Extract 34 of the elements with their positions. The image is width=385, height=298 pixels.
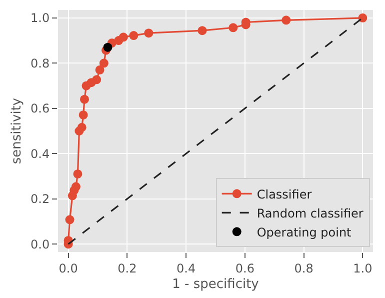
y-tick-label: 0.4 [30, 146, 50, 161]
point [129, 31, 138, 40]
point [92, 75, 102, 84]
point [71, 182, 80, 192]
x-tick-label: 0.6 [235, 261, 254, 276]
x-axis-title: 1 - specificity [172, 277, 260, 292]
point [99, 58, 108, 68]
point [228, 23, 238, 32]
point [282, 16, 291, 25]
legend-label: Operating point [256, 225, 352, 240]
y-tick-label: 0.2 [30, 192, 50, 206]
point [73, 169, 82, 178]
point [103, 42, 112, 52]
point [118, 32, 128, 42]
x-tick-label: 0.8 [294, 261, 314, 276]
x-tick-label: 1.0 [353, 261, 372, 276]
point [95, 65, 104, 74]
y-tick-label: 1.0 [30, 11, 50, 26]
legend-label: Classifier [256, 187, 312, 202]
point [78, 110, 88, 120]
point [198, 26, 207, 36]
point [80, 94, 89, 104]
legend-label: Random classifier [256, 206, 364, 220]
x-tick-label: 0.0 [58, 261, 78, 276]
y-tick-label: 0.6 [30, 102, 50, 116]
y-tick-label: 0.0 [30, 237, 50, 252]
x-tick-label: 0.2 [118, 261, 137, 276]
point [65, 215, 74, 224]
y-tick-label: 0.8 [30, 56, 50, 70]
point [77, 122, 86, 132]
point [144, 28, 154, 38]
point [358, 13, 368, 22]
x-tick-label: 0.4 [176, 261, 196, 276]
y-axis-title: sensitivity [9, 98, 24, 164]
